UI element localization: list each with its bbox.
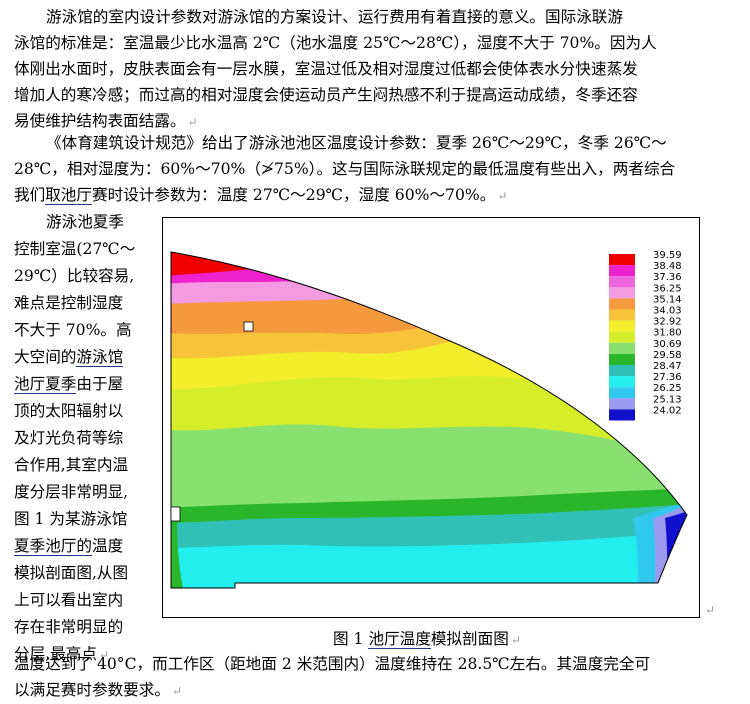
hyperlink[interactable]: 池厅温度: [368, 630, 431, 649]
caption-label: 图 1: [333, 630, 369, 648]
legend-swatch: [609, 387, 635, 399]
legend-label: 24.02: [653, 405, 682, 416]
text-line: 增加人的寒冷感；而过高的相对湿度会使运动员产生闷热感不利于提高运动成绩，冬季还容: [14, 86, 638, 104]
text-line: 大空间的游泳馆: [14, 344, 146, 371]
legend-swatch: [609, 298, 635, 310]
text-line: 游泳池夏季: [46, 213, 124, 231]
legend-swatch: [609, 276, 635, 288]
text-line: 难点是控制湿度: [14, 294, 124, 312]
text-run: 温度: [14, 655, 46, 673]
text-line: 夏季池厅的温度: [14, 533, 146, 560]
legend-label: 32.92: [653, 317, 682, 328]
band-left-wall: [171, 508, 183, 588]
wrapped-text-column: 游泳池夏季 控制室温(27℃～ 29℃）比较容易, 难点是控制湿度 不大于 70…: [14, 209, 146, 668]
paragraph-code-parameters: 《体育建筑设计规范》给出了游泳池池区温度设计参数：夏季 26℃～29℃，冬季 2…: [14, 130, 736, 208]
text-run: 我们: [14, 186, 46, 204]
text-line: 度分层非常明显,: [14, 483, 129, 501]
legend-label: 37.36: [653, 272, 682, 283]
legend-label: 28.47: [653, 361, 682, 372]
legend-swatch: [609, 287, 635, 299]
text-line: 存在非常明显的: [14, 618, 124, 636]
paragraph-mark-icon: ↵: [497, 189, 508, 203]
legend-label: 35.14: [653, 294, 682, 305]
text-line: 控制室温(27℃～: [14, 240, 136, 258]
legend-label: 29.58: [653, 350, 682, 361]
paragraph-mark-icon: ↵: [98, 648, 109, 662]
temperature-legend: 39.5938.4837.3636.2535.1434.0332.9231.80…: [609, 250, 682, 421]
legend-label: 30.69: [653, 339, 682, 350]
legend-swatch: [609, 254, 635, 266]
temperature-contour-figure[interactable]: 39.59 38.48 37.36 36.25 35.14 34.03 32.92 31.80…: [162, 217, 700, 618]
text-line: 体刚出水面时，皮肤表面会有一层水膜，室温过低及相对湿度过低都会使体表水分快速蒸发: [14, 60, 638, 78]
text-run: 由于屋: [76, 375, 124, 393]
text-run: 分层,最高点: [14, 645, 97, 663]
hyperlink[interactable]: 夏季池厅的: [14, 537, 92, 556]
paragraph-design-parameters: 游泳馆的室内设计参数对游泳馆的方案设计、运行费用有着直接的意义。国际泳联游 泳馆…: [14, 4, 736, 134]
legend-swatch: [609, 409, 635, 421]
text-line: 易使维护结构表面结露。 ↵: [14, 108, 736, 134]
text-run: 易使维护结构表面结露。: [14, 112, 186, 130]
hyperlink[interactable]: 池厅夏季: [14, 375, 77, 394]
hyperlink[interactable]: 游泳馆: [76, 348, 124, 367]
text-run: 温度: [91, 537, 124, 555]
text-line: 温度达到了 40°C，而工作区（距地面 2 米范围内）温度维持在 28.5℃左右…: [14, 651, 736, 677]
legend-swatch: [609, 353, 635, 365]
text-run: 达到了 40°C，而工作区（距地面 2 米范围内）温度维持在 28.5℃左右。其…: [45, 655, 651, 673]
legend-label: 25.13: [653, 394, 682, 405]
paragraph-conclusion: 温度达到了 40°C，而工作区（距地面 2 米范围内）温度维持在 28.5℃左右…: [14, 651, 736, 703]
caption-text: 模拟剖面图: [430, 630, 509, 648]
legend-swatch: [609, 320, 635, 332]
text-line: 不大于 70%。高: [14, 321, 132, 339]
text-line: 上可以看出室内: [14, 591, 124, 609]
paragraph-mark-icon: ↵: [187, 115, 198, 129]
paragraph-mark-icon: ↵: [171, 684, 183, 698]
text-line: 游泳馆的室内设计参数对游泳馆的方案设计、运行费用有着直接的意义。国际泳联游: [46, 8, 623, 26]
legend-label: 34.03: [653, 306, 682, 317]
text-line: 泳馆的标准是：室温最少比水温高 2℃（池水温度 25℃～28℃），湿度不大于 7…: [14, 34, 657, 52]
legend-label: 39.59: [653, 250, 682, 261]
text-line: 以满足赛时参数要求。 ↵: [14, 677, 736, 703]
contour-plot: 39.5938.4837.3636.2535.1434.0332.9231.80…: [170, 250, 688, 589]
legend-swatch: [609, 376, 635, 388]
legend-swatch: [609, 265, 635, 277]
text-run: 以满足赛时参数要求。: [14, 681, 170, 699]
text-line: 28℃，相对湿度为：60%～70%（≯75%）。这与国际泳联规定的最低温度有些出…: [14, 160, 676, 178]
paragraph-mark-icon: ↵: [705, 603, 716, 617]
text-line: 模拟剖面图,从图: [14, 564, 129, 582]
legend-swatch: [609, 398, 635, 410]
text-run: 赛时设计参数为：温度 27℃～29℃，湿度 60%～70%。: [92, 186, 496, 204]
hyperlink[interactable]: 取池厅: [45, 186, 92, 205]
hall-outline: [170, 251, 688, 589]
legend-swatch: [609, 365, 635, 377]
wall-notch: [170, 506, 181, 522]
legend-swatch: [609, 331, 635, 343]
text-line: 合作用,其室内温: [14, 456, 129, 474]
legend-label: 36.25: [653, 283, 682, 294]
text-line: 29℃）比较容易,: [14, 267, 135, 285]
text-line: 图 1 为某游泳馆: [14, 510, 128, 528]
legend-label: 31.80: [653, 328, 682, 339]
legend-swatch: [609, 309, 635, 321]
text-line: 《体育建筑设计规范》给出了游泳池池区温度设计参数：夏季 26℃～29℃，冬季 2…: [46, 134, 667, 152]
text-line: 及灯光负荷等综: [14, 429, 124, 447]
text-line: 顶的太阳辐射以: [14, 402, 124, 420]
legend-label: 27.36: [653, 372, 682, 383]
legend-label: 26.25: [653, 383, 682, 394]
text-line: 池厅夏季由于屋: [14, 371, 146, 398]
figure-caption: 图 1 池厅温度模拟剖面图 ↵: [333, 627, 521, 649]
legend-swatch: [609, 342, 635, 354]
text-line: 我们取池厅赛时设计参数为：温度 27℃～29℃，湿度 60%～70%。 ↵: [14, 182, 736, 208]
legend-label: 38.48: [653, 261, 682, 272]
paragraph-mark-icon: ↵: [510, 633, 521, 647]
text-run: 大空间的: [14, 348, 77, 366]
text-line: 分层,最高点 ↵: [14, 641, 146, 668]
interior-marker: [243, 321, 254, 332]
